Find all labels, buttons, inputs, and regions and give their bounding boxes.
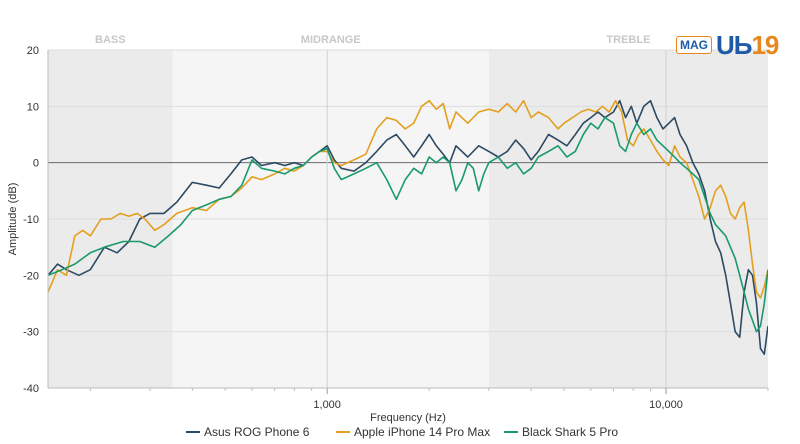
y-tick-label: -40	[23, 383, 39, 395]
legend-label: Black Shark 5 Pro	[522, 425, 618, 439]
axes: 20 10 0 -10 -20 -30 -40 1,000 10,000 Frequency (H…	[7, 45, 769, 424]
band-labels: BASS MIDRANGE TREBLE	[95, 34, 650, 46]
series-line-asus-rog-phone-6	[48, 99, 768, 355]
legend[interactable]: Asus ROG Phone 6 Apple iPhone 14 Pro Max B…	[186, 425, 618, 439]
logo-badge: MAG	[676, 36, 712, 54]
brand-logo: MAG UЬ19	[676, 30, 779, 60]
x-axis-label: Frequency (Hz)	[370, 412, 446, 424]
series-lines	[48, 99, 768, 355]
legend-label: Apple iPhone 14 Pro Max	[354, 425, 490, 439]
legend-item-black-shark-5-pro[interactable]: Black Shark 5 Pro	[504, 425, 618, 439]
band-label-midrange: MIDRANGE	[301, 34, 361, 46]
grid-lines	[48, 49, 768, 389]
legend-item-apple-iphone-14-pro-max[interactable]: Apple iPhone 14 Pro Max	[336, 425, 490, 439]
band-label-bass: BASS	[95, 34, 126, 46]
y-tick-label: 0	[33, 158, 39, 170]
y-tick-label: -20	[23, 270, 39, 282]
logo-text: UЬ19	[716, 30, 779, 60]
y-tick-label: -30	[23, 327, 39, 339]
band-label-treble: TREBLE	[606, 34, 650, 46]
y-tick-label: 10	[27, 101, 39, 113]
legend-label: Asus ROG Phone 6	[204, 425, 310, 439]
legend-item-asus-rog-phone-6[interactable]: Asus ROG Phone 6	[186, 425, 310, 439]
x-tick-label: 1,000	[313, 399, 341, 411]
series-line-apple-iphone-14-pro-max	[48, 99, 768, 299]
x-tick-label: 10,000	[649, 399, 683, 411]
y-axis-label: Amplitude (dB)	[7, 183, 19, 256]
logo-text-part-b: 19	[751, 30, 779, 60]
logo-text-part-a: UЬ	[716, 30, 752, 60]
y-tick-label: -10	[23, 214, 39, 226]
y-tick-label: 20	[27, 45, 39, 57]
series-line-black-shark-5-pro	[48, 116, 768, 333]
